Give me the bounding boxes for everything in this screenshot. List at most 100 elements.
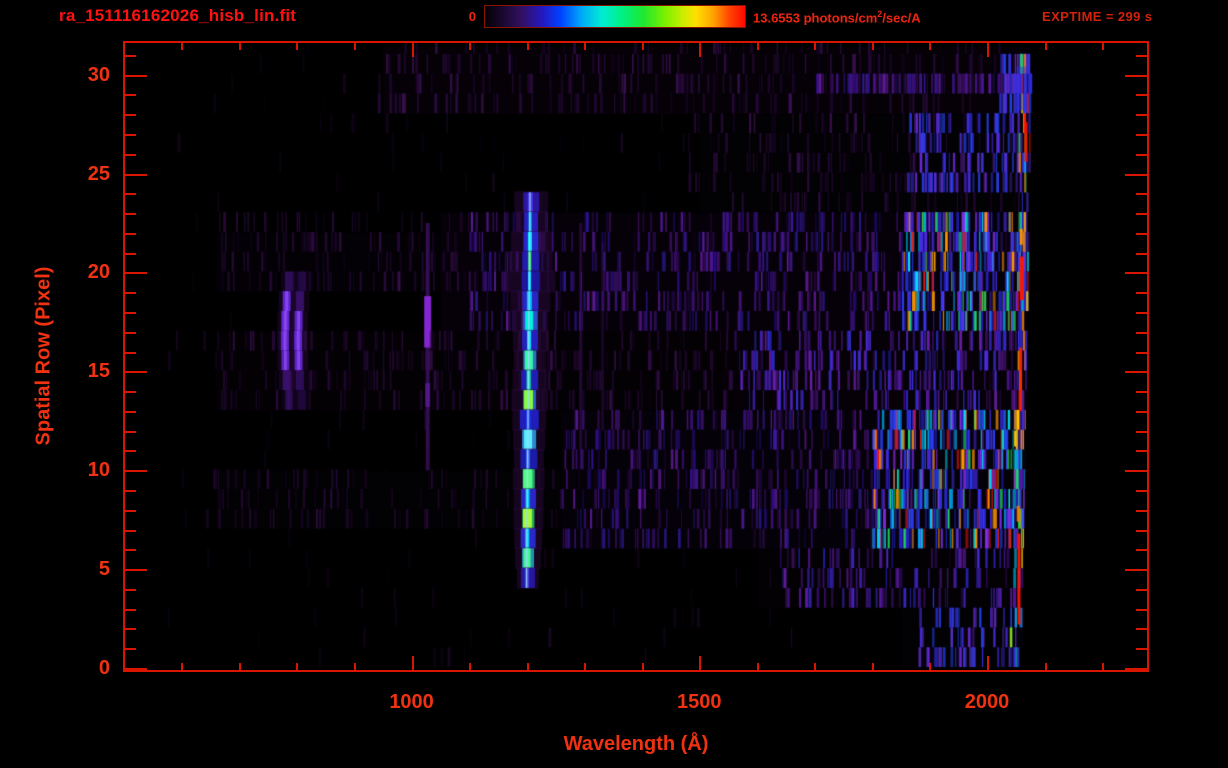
tick-mark xyxy=(1125,272,1147,274)
tick-mark xyxy=(699,43,701,57)
tick-mark xyxy=(1125,668,1147,670)
exptime-label: EXPTIME = 299 s xyxy=(1042,9,1153,24)
tick-mark xyxy=(125,628,136,630)
tick-mark xyxy=(757,663,759,670)
tick-mark xyxy=(527,663,529,670)
tick-mark xyxy=(1136,450,1147,452)
tick-mark xyxy=(1136,589,1147,591)
tick-mark xyxy=(125,352,136,354)
tick-mark xyxy=(1136,193,1147,195)
tick-mark xyxy=(642,663,644,670)
tick-mark xyxy=(814,663,816,670)
tick-mark xyxy=(125,233,136,235)
tick-mark xyxy=(239,43,241,50)
tick-mark xyxy=(125,510,136,512)
tick-mark xyxy=(125,549,136,551)
tick-mark xyxy=(1136,292,1147,294)
tick-mark xyxy=(125,668,147,670)
tick-mark xyxy=(1125,75,1147,77)
plot-frame xyxy=(123,41,1149,672)
x-axis-title: Wavelength (Å) xyxy=(563,733,709,755)
tick-mark xyxy=(1136,431,1147,433)
colorbar-min-label: 0 xyxy=(468,9,476,24)
colorbar-unit-suffix: /sec/A xyxy=(882,10,921,26)
tick-mark xyxy=(1136,114,1147,116)
tick-mark xyxy=(1125,569,1147,571)
tick-mark xyxy=(412,656,414,670)
tick-mark xyxy=(125,530,136,532)
tick-mark xyxy=(296,663,298,670)
tick-mark xyxy=(1136,134,1147,136)
tick-mark xyxy=(125,391,136,393)
tick-mark xyxy=(1136,154,1147,156)
tick-mark xyxy=(125,134,136,136)
tick-mark xyxy=(125,213,136,215)
tick-mark xyxy=(125,332,136,334)
y-tick-label: 20 xyxy=(87,261,110,284)
tick-mark xyxy=(125,253,136,255)
tick-mark xyxy=(125,94,136,96)
tick-mark xyxy=(1136,94,1147,96)
tick-mark xyxy=(125,272,147,274)
colorbar-max-label: 13.6553 photons/cm2/sec/A xyxy=(753,9,921,25)
tick-mark xyxy=(125,490,136,492)
tick-mark xyxy=(125,114,136,116)
tick-mark xyxy=(181,43,183,50)
tick-mark xyxy=(1136,233,1147,235)
tick-mark xyxy=(1136,55,1147,57)
tick-mark xyxy=(814,43,816,50)
tick-mark xyxy=(125,174,147,176)
tick-mark xyxy=(642,43,644,50)
tick-mark xyxy=(125,292,136,294)
tick-mark xyxy=(125,411,136,413)
tick-mark xyxy=(757,43,759,50)
tick-mark xyxy=(929,43,931,50)
colorbar-max-value: 13.6553 xyxy=(753,10,800,26)
tick-mark xyxy=(1136,510,1147,512)
tick-mark xyxy=(1045,43,1047,50)
y-tick-label: 10 xyxy=(87,459,110,482)
tick-mark xyxy=(584,663,586,670)
tick-mark xyxy=(1125,470,1147,472)
file-title: ra_151116162026_hisb_lin.fit xyxy=(59,6,297,25)
tick-mark xyxy=(125,470,147,472)
tick-mark xyxy=(354,663,356,670)
tick-mark xyxy=(125,450,136,452)
tick-mark xyxy=(1136,549,1147,551)
tick-mark xyxy=(1136,609,1147,611)
tick-mark xyxy=(469,663,471,670)
tick-mark xyxy=(1136,648,1147,650)
tick-mark xyxy=(872,43,874,50)
tick-mark xyxy=(1045,663,1047,670)
tick-mark xyxy=(1136,391,1147,393)
tick-mark xyxy=(125,609,136,611)
tick-mark xyxy=(1136,490,1147,492)
spectrogram-canvas xyxy=(125,43,1147,670)
tick-mark xyxy=(181,663,183,670)
tick-mark xyxy=(125,648,136,650)
tick-mark xyxy=(125,431,136,433)
tick-mark xyxy=(125,193,136,195)
tick-mark xyxy=(1136,352,1147,354)
tick-mark xyxy=(1136,530,1147,532)
y-tick-label: 15 xyxy=(87,360,110,383)
tick-mark xyxy=(987,656,989,670)
x-tick-label: 1500 xyxy=(677,691,722,713)
tick-mark xyxy=(584,43,586,50)
tick-mark xyxy=(296,43,298,50)
colorbar-unit-prefix: photons/cm xyxy=(800,10,878,26)
tick-mark xyxy=(125,371,147,373)
x-tick-label: 1000 xyxy=(389,691,434,713)
tick-mark xyxy=(1136,411,1147,413)
tick-mark xyxy=(354,43,356,50)
tick-mark xyxy=(987,43,989,57)
y-tick-label: 25 xyxy=(87,162,110,185)
tick-mark xyxy=(1102,43,1104,50)
tick-mark xyxy=(125,589,136,591)
y-tick-label: 0 xyxy=(98,657,110,680)
tick-mark xyxy=(125,75,147,77)
tick-mark xyxy=(1136,213,1147,215)
tick-mark xyxy=(125,312,136,314)
colorbar xyxy=(484,5,746,28)
